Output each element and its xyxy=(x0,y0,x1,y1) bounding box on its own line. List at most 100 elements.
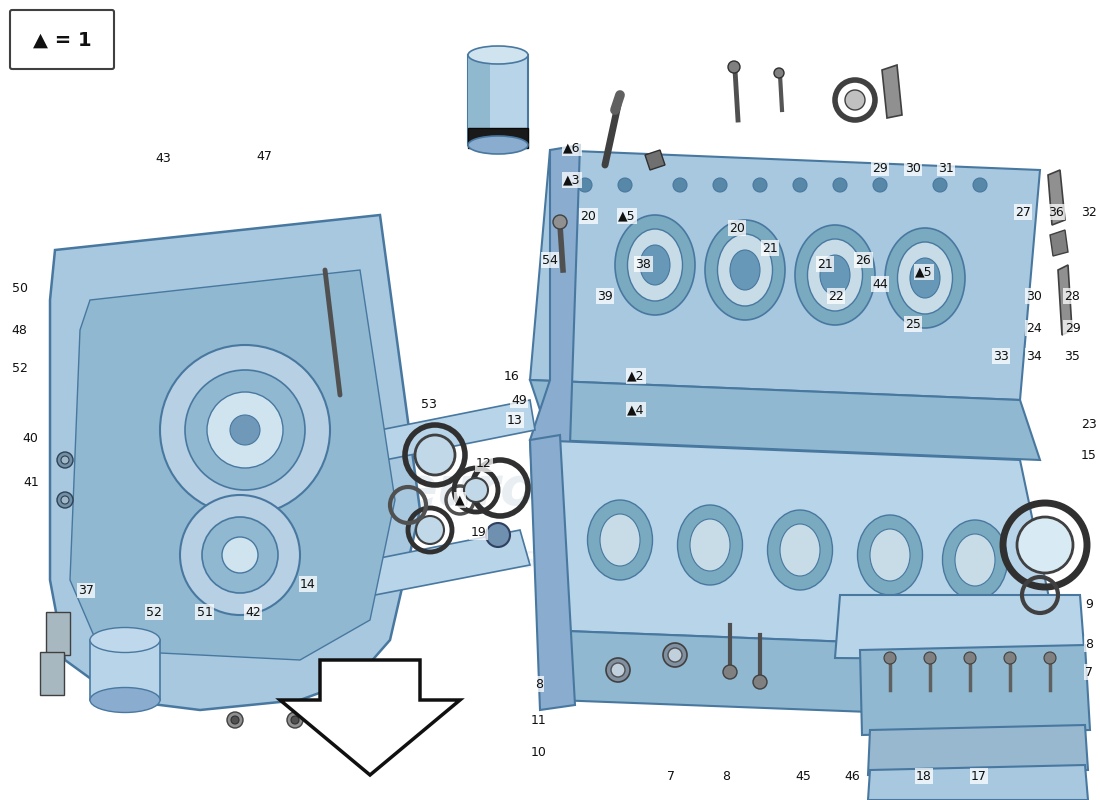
Ellipse shape xyxy=(730,250,760,290)
Circle shape xyxy=(1018,517,1072,573)
Circle shape xyxy=(728,61,740,73)
Circle shape xyxy=(231,716,239,724)
Ellipse shape xyxy=(807,239,862,311)
Ellipse shape xyxy=(858,515,923,595)
Text: 21: 21 xyxy=(817,258,833,270)
Circle shape xyxy=(202,517,278,593)
Text: ▲5: ▲5 xyxy=(618,210,636,222)
Circle shape xyxy=(553,215,566,229)
Ellipse shape xyxy=(678,505,743,585)
Polygon shape xyxy=(468,55,490,145)
Circle shape xyxy=(723,665,737,679)
Circle shape xyxy=(185,370,305,490)
Text: 49: 49 xyxy=(512,394,527,406)
Circle shape xyxy=(754,675,767,689)
Text: 35: 35 xyxy=(1065,350,1080,362)
Polygon shape xyxy=(1050,230,1068,256)
Text: 8: 8 xyxy=(722,770,730,782)
Text: 28: 28 xyxy=(1065,290,1080,302)
Polygon shape xyxy=(868,765,1088,800)
Text: 48: 48 xyxy=(12,324,28,337)
Polygon shape xyxy=(468,55,528,145)
Polygon shape xyxy=(1048,170,1065,225)
Text: 51: 51 xyxy=(197,606,212,618)
Text: 30: 30 xyxy=(905,162,921,174)
Ellipse shape xyxy=(870,529,910,581)
Text: 20: 20 xyxy=(729,222,745,234)
Polygon shape xyxy=(70,270,395,660)
Text: 47: 47 xyxy=(256,150,272,162)
Circle shape xyxy=(464,478,488,502)
Text: ▲6: ▲6 xyxy=(563,142,581,154)
Polygon shape xyxy=(530,380,1040,460)
Text: 25: 25 xyxy=(905,318,921,330)
Circle shape xyxy=(578,178,592,192)
Circle shape xyxy=(924,652,936,664)
Circle shape xyxy=(57,452,73,468)
Polygon shape xyxy=(860,645,1090,735)
Circle shape xyxy=(663,643,688,667)
Text: 7: 7 xyxy=(667,770,675,782)
Text: 36: 36 xyxy=(1048,206,1064,218)
Polygon shape xyxy=(540,630,1080,720)
Polygon shape xyxy=(46,612,70,655)
Ellipse shape xyxy=(468,46,528,64)
Text: 22: 22 xyxy=(828,290,844,302)
Text: 8: 8 xyxy=(1085,638,1093,650)
Text: 17: 17 xyxy=(971,770,987,782)
Text: 37: 37 xyxy=(78,584,94,597)
Ellipse shape xyxy=(717,234,772,306)
Circle shape xyxy=(964,652,976,664)
Text: 30: 30 xyxy=(1026,290,1042,302)
Text: ▲: ▲ xyxy=(455,494,464,506)
Circle shape xyxy=(292,716,299,724)
Ellipse shape xyxy=(587,500,652,580)
Text: 10: 10 xyxy=(531,746,547,758)
Circle shape xyxy=(230,415,260,445)
Text: ▲2: ▲2 xyxy=(627,370,645,382)
Text: 18: 18 xyxy=(916,770,932,782)
Ellipse shape xyxy=(795,225,874,325)
Polygon shape xyxy=(280,660,460,775)
Text: 8: 8 xyxy=(535,678,543,690)
Ellipse shape xyxy=(615,215,695,315)
Text: 15: 15 xyxy=(1081,450,1097,462)
Ellipse shape xyxy=(886,228,965,328)
Text: 38: 38 xyxy=(636,258,651,270)
Text: a passion for parts: a passion for parts xyxy=(438,546,723,574)
Text: 11: 11 xyxy=(531,714,547,726)
Circle shape xyxy=(668,648,682,662)
Text: 31: 31 xyxy=(938,162,954,174)
Circle shape xyxy=(974,178,987,192)
Circle shape xyxy=(207,392,283,468)
Text: ▲3: ▲3 xyxy=(563,174,581,186)
Text: 20: 20 xyxy=(581,210,596,222)
Ellipse shape xyxy=(600,514,640,566)
Circle shape xyxy=(845,90,865,110)
Text: 53: 53 xyxy=(421,398,437,410)
FancyBboxPatch shape xyxy=(10,10,114,69)
Ellipse shape xyxy=(690,519,730,571)
Circle shape xyxy=(833,178,847,192)
Circle shape xyxy=(486,523,510,547)
Ellipse shape xyxy=(898,242,953,314)
Circle shape xyxy=(287,712,303,728)
Text: 32: 32 xyxy=(1081,206,1097,218)
Text: 19: 19 xyxy=(471,526,486,538)
Text: 21: 21 xyxy=(762,242,778,254)
Circle shape xyxy=(884,652,896,664)
Text: 33: 33 xyxy=(993,350,1009,362)
Ellipse shape xyxy=(768,510,833,590)
Text: 45: 45 xyxy=(795,770,811,782)
Circle shape xyxy=(793,178,807,192)
Circle shape xyxy=(1044,652,1056,664)
Polygon shape xyxy=(882,65,902,118)
Ellipse shape xyxy=(90,627,160,653)
Text: ▲5: ▲5 xyxy=(915,266,933,278)
Text: 9: 9 xyxy=(1085,598,1093,610)
Text: 46: 46 xyxy=(845,770,860,782)
Text: 34: 34 xyxy=(1026,350,1042,362)
Circle shape xyxy=(60,456,69,464)
Text: 42: 42 xyxy=(245,606,261,618)
Polygon shape xyxy=(1058,265,1072,335)
